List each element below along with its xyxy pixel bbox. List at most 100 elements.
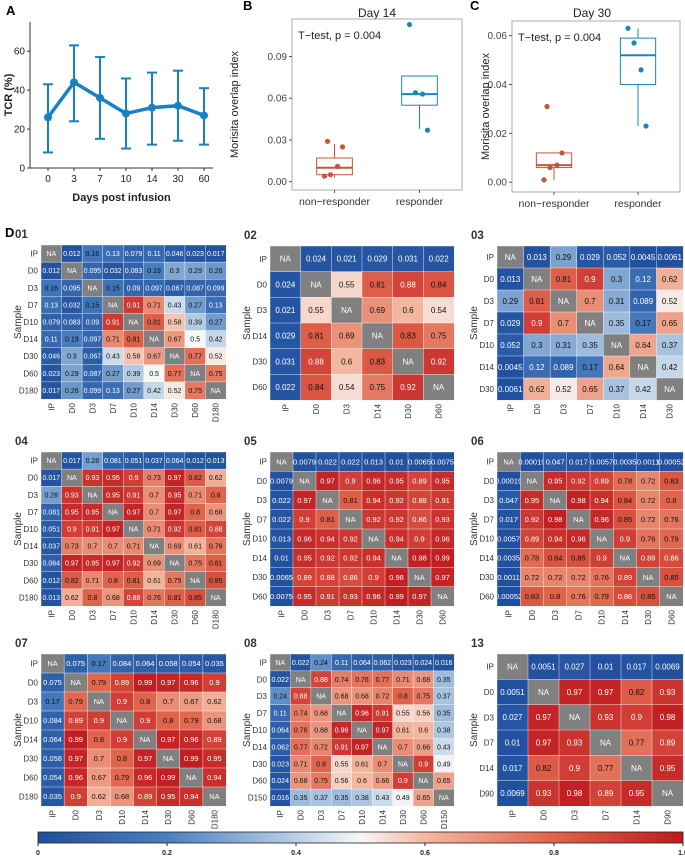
colorbar-tick-label: 0.6 [420, 850, 430, 857]
cell-label: 0.72 [641, 515, 656, 524]
cell-label: 0.62 [209, 475, 223, 482]
cell-label: NA [569, 713, 581, 722]
cell-label: 0.79 [92, 678, 107, 687]
col-label: IP [276, 810, 285, 818]
cell-label: 0.6 [341, 357, 353, 366]
cell-label: 0.94 [594, 496, 609, 505]
cell-label: NA [190, 371, 200, 378]
cell-label: 0.39 [188, 320, 202, 327]
panel-label-d: D [5, 225, 14, 240]
cell-label: 0.037 [43, 544, 61, 551]
heatmap-cell [620, 729, 653, 756]
cell-label: 0.67 [92, 773, 107, 782]
cell-label: 0.095 [63, 285, 81, 292]
plot-frame [291, 18, 463, 191]
cell-label: 0.032 [63, 302, 81, 309]
heatmap-y-title: Sample [242, 512, 253, 546]
cell-label: 0.71 [106, 337, 120, 344]
heatmap-cell [496, 704, 529, 731]
col-label: D3 [559, 403, 568, 414]
col-label: D180 [212, 609, 221, 629]
row-label: D14 [23, 542, 38, 551]
row-label: D7 [484, 319, 495, 328]
cell-label: 0.00019 [518, 457, 545, 466]
row-label: D180 [19, 386, 39, 395]
cell-label: NA [596, 534, 606, 543]
cell-label: 0.79 [68, 697, 83, 706]
cell-label: NA [620, 554, 630, 563]
cell-label: 0.75 [431, 332, 447, 341]
cell-label: 0.064 [43, 735, 62, 744]
heatmap-cell [361, 271, 394, 298]
cell-label: NA [186, 773, 196, 782]
col-label: D60 [667, 609, 676, 624]
cell-label: NA [631, 764, 643, 773]
heatmap-title: 01 [15, 229, 28, 241]
cell-label: 0.97 [65, 561, 79, 568]
cell-label: 0.43 [106, 354, 120, 361]
cell-label: 0.84 [308, 383, 324, 392]
cell-label: 0.75 [188, 561, 202, 568]
row-label: D3 [257, 692, 268, 701]
row-label: D0 [484, 477, 495, 486]
cell-label: 0.55 [339, 280, 355, 289]
cell-label: 0.7 [149, 492, 159, 499]
cell-label: 0.99 [68, 735, 83, 744]
cell-label: 0.7 [108, 544, 118, 551]
cell-label: 0.88 [400, 280, 416, 289]
cell-label: 0.017 [207, 251, 225, 258]
cell-label: 0.7 [163, 697, 173, 706]
plot-title: Day 30 [573, 6, 611, 20]
col-label: D0 [540, 809, 549, 820]
col-label: D30 [171, 609, 180, 624]
cell-label: 0.022 [292, 660, 310, 667]
cell-label: 0.017 [43, 475, 61, 482]
cell-label: 0.9 [117, 697, 127, 706]
cell-label: 0.96 [68, 773, 83, 782]
cell-label: 0.92 [400, 383, 416, 392]
y-tick-label: 0.02 [488, 129, 508, 140]
col-label: D3 [551, 609, 560, 620]
cell-label: 0.68 [355, 694, 369, 701]
cell-label: 0.95 [389, 477, 404, 486]
cell-label: 0.067 [84, 354, 102, 361]
cell-label: 0.0075 [431, 457, 454, 466]
row-label: IP [30, 457, 38, 466]
cell-label: 0.13 [106, 251, 120, 258]
cell-label: 0.9 [531, 319, 543, 328]
cell-label: 0.68 [314, 728, 328, 735]
cell-label: 0.75 [209, 371, 223, 378]
cell-label: 0.96 [355, 711, 369, 718]
row-label: D180 [19, 593, 39, 602]
cell-label: 0.97 [161, 735, 176, 744]
cell-label: NA [46, 458, 56, 465]
col-label: D150 [440, 809, 449, 829]
cell-label: 0.046 [43, 354, 61, 361]
cell-label: 0.9 [70, 792, 80, 801]
cell-label: 0.79 [664, 534, 679, 543]
cell-label: 0.97 [355, 744, 369, 751]
col-label: D14 [639, 403, 648, 418]
colorbar-bar [37, 831, 684, 844]
cell-label: 0.7 [398, 744, 408, 751]
x-tick-label: 30 [172, 174, 184, 185]
data-point [554, 162, 560, 168]
cell-label: 0.92 [343, 534, 358, 543]
heatmap-cell [423, 322, 455, 350]
cell-label: 0.72 [571, 573, 586, 582]
cell-label: 0.013 [527, 253, 548, 262]
cell-label: 0.62 [207, 697, 222, 706]
col-label: D30 [164, 809, 173, 824]
cell-label: 0.035 [205, 659, 224, 668]
cell-label: 0.89 [138, 792, 153, 801]
row-label: D150 [248, 794, 268, 803]
cell-label: 0.022 [341, 457, 360, 466]
box [316, 157, 353, 176]
cell-label: 0.88 [320, 573, 335, 582]
cell-label: 0.023 [43, 371, 61, 378]
cell-label: 0.11 [335, 660, 348, 667]
cell-label: 0.82 [65, 578, 79, 585]
cell-label: 0.71 [127, 544, 141, 551]
cell-label: 0.97 [168, 475, 182, 482]
